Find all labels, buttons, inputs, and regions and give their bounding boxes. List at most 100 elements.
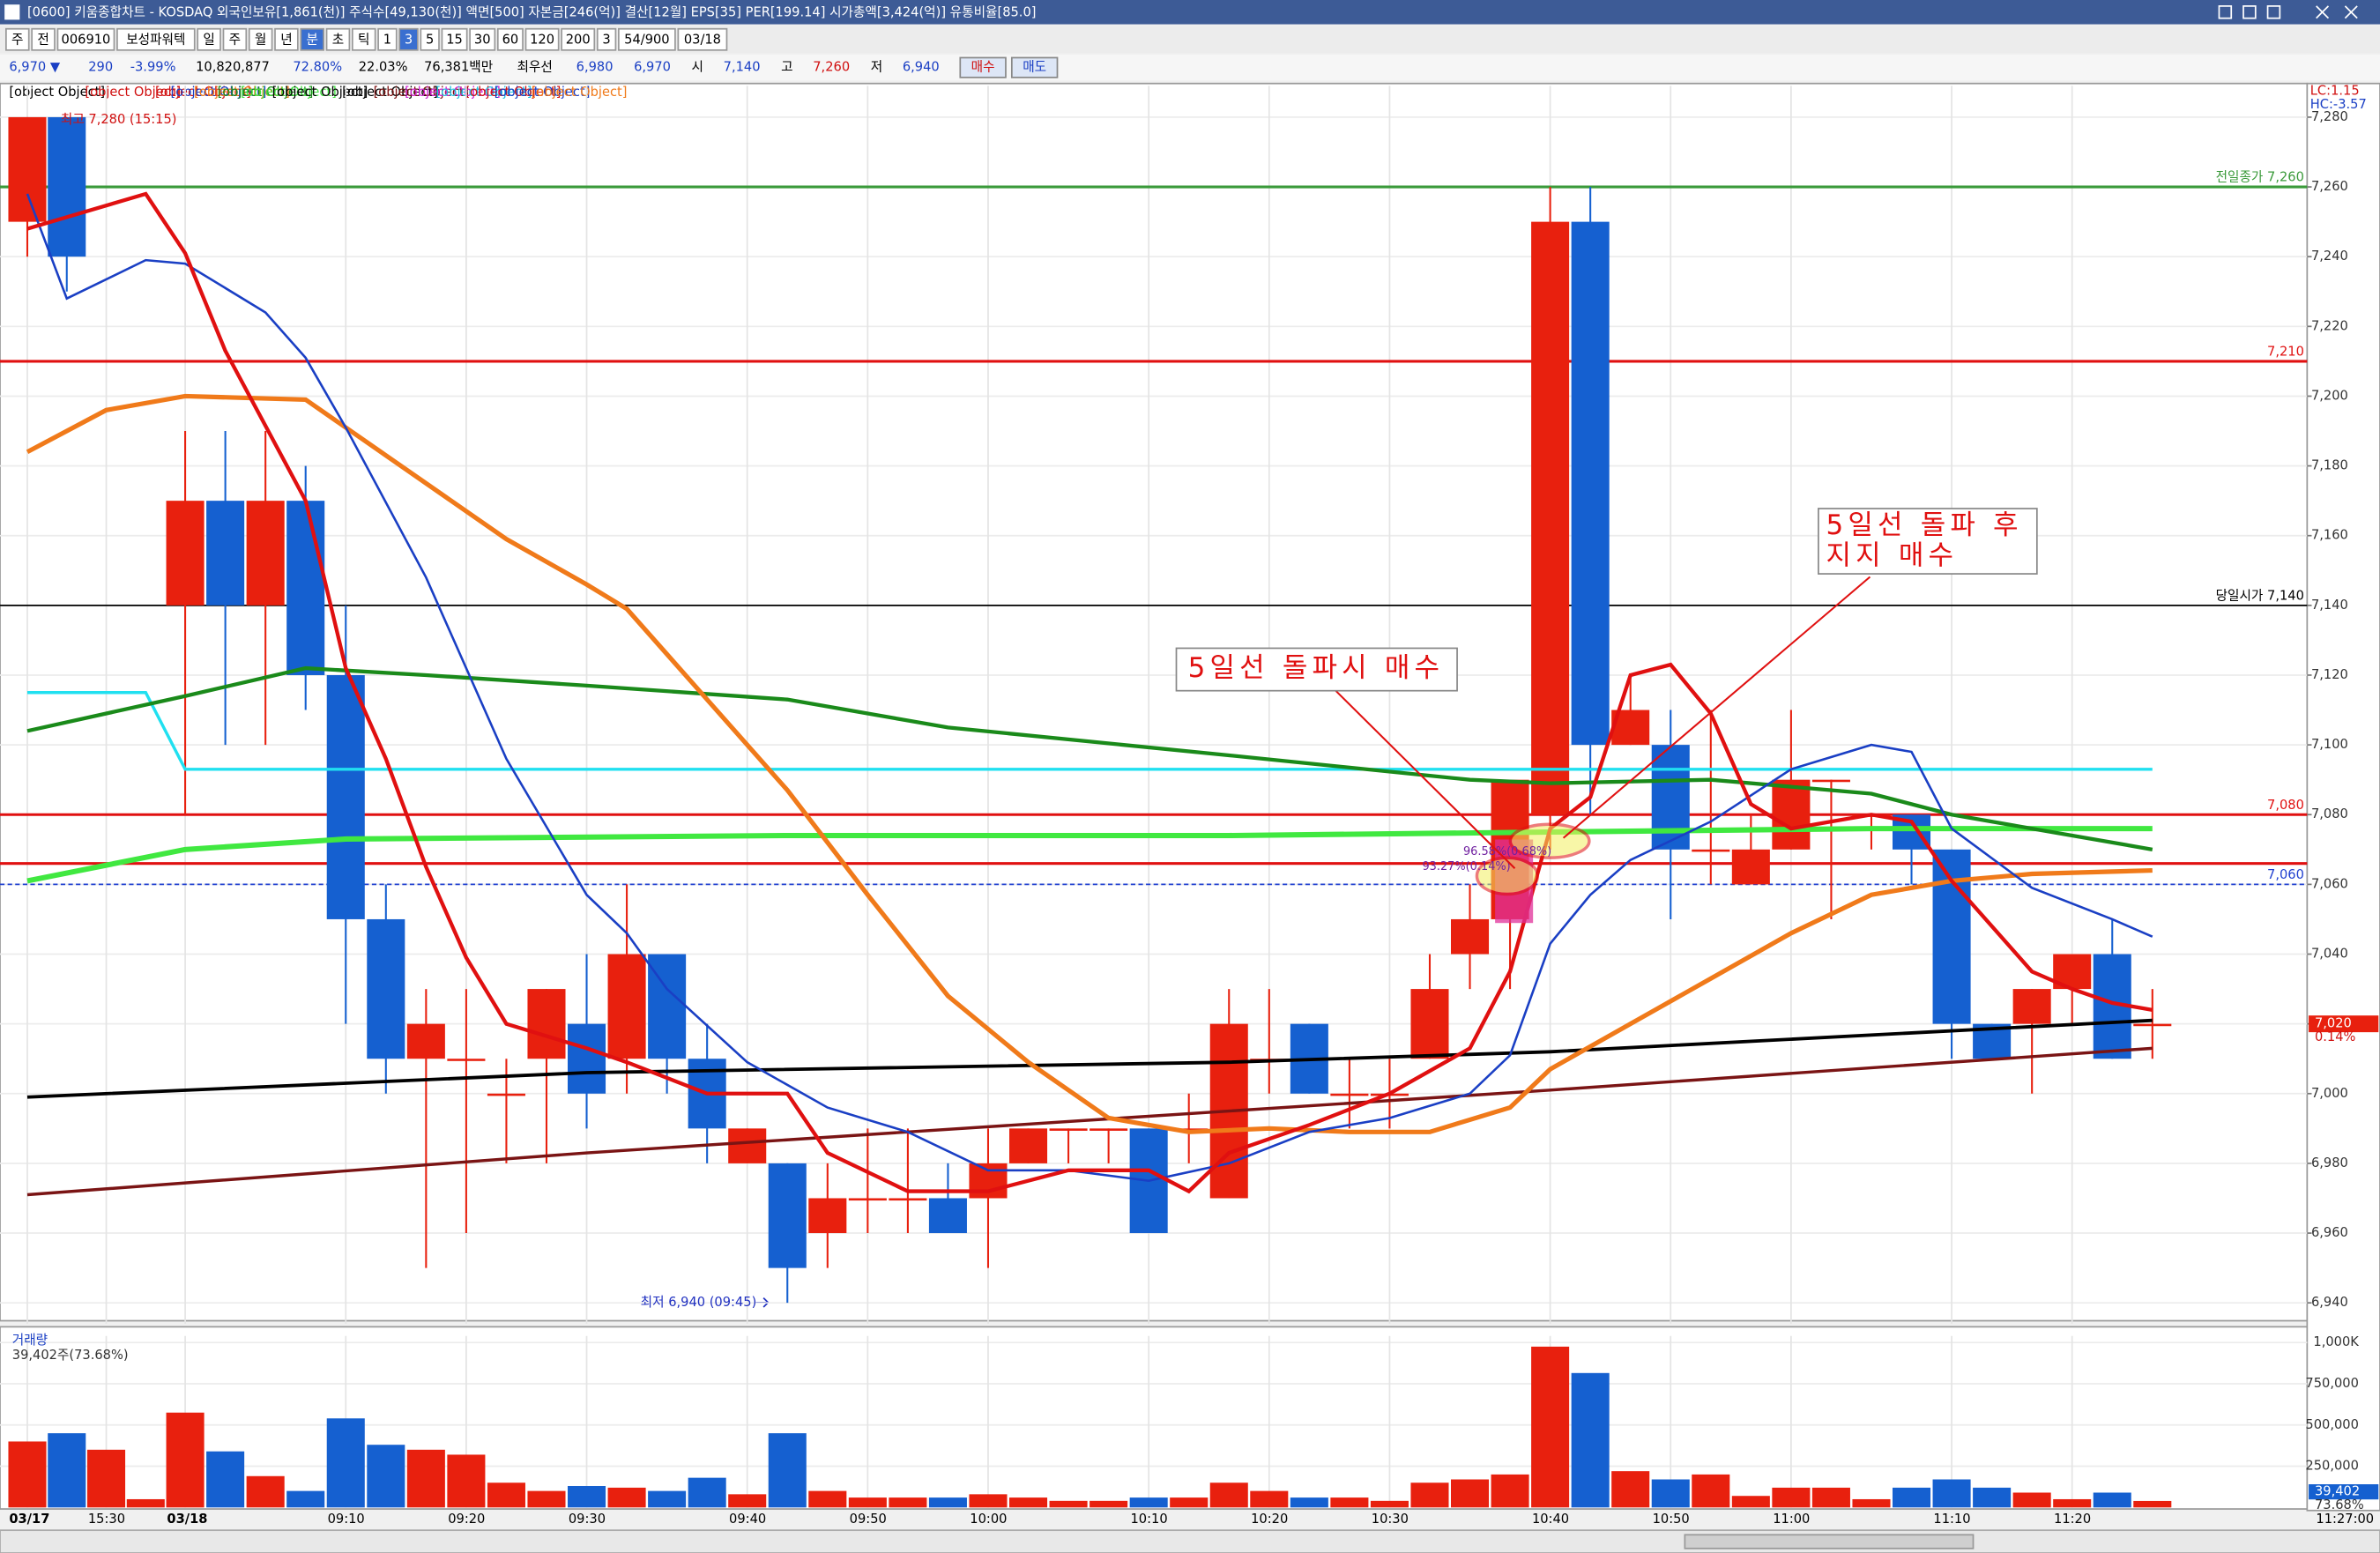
toolbar-button[interactable] [5,27,30,51]
volume-bar [1090,1500,1128,1508]
quote-row [0,55,2380,81]
window-controls[interactable] [2218,5,2358,19]
toolbar-button[interactable] [618,27,676,51]
toolbar-label[interactable]: 초 [332,33,344,48]
quote-value: 290 [88,60,113,75]
toolbar-button[interactable] [351,27,376,51]
volume-bar [2053,1498,2092,1508]
value-axis [2306,82,2380,1512]
toolbar-label[interactable]: 3 [602,33,610,48]
y-tick-label: 6,940 [2311,1295,2348,1310]
toolbar-label[interactable]: 3 [405,33,413,48]
toolbar-label[interactable]: 전 [37,33,48,48]
candle-body [728,1128,767,1163]
volume-bar [487,1482,525,1508]
toolbar-button[interactable] [677,27,728,51]
toolbar-label[interactable]: 54/900 [624,33,669,48]
toolbar-label[interactable]: 200 [566,33,591,48]
volume-bar [1209,1482,1248,1508]
legend-entry: [object Object] [171,85,267,100]
volume-bar [2133,1500,2172,1508]
scroll-thumb[interactable] [1684,1534,1975,1549]
annotation-box [1818,508,2038,575]
toolbar-label[interactable]: 틱 [358,33,369,48]
toolbar-button[interactable] [496,27,524,51]
volume-bar [768,1433,807,1508]
toolbar-button[interactable] [398,27,419,51]
toolbar-button[interactable] [596,27,617,51]
candle-body [8,116,47,222]
legend-entry: [object Object] [532,85,628,100]
volume-bar [1611,1471,1650,1508]
quote-value: 10,820,877 [196,60,270,75]
y2-tick-label: 750,000 [2305,1376,2358,1391]
volume-bar [1731,1496,1770,1508]
high-label: 최고 7,280 (15:15) [61,112,177,127]
candle-body [367,918,405,1059]
toolbar-label[interactable]: 5 [426,33,434,48]
y-tick-label: 6,980 [2311,1155,2348,1170]
legend-entry: [object Object] [405,85,501,100]
toolbar-button[interactable] [377,27,398,51]
x-tick-label: 10:00 [970,1512,1007,1527]
toolbar-button[interactable] [197,27,221,51]
toolbar-button[interactable] [274,27,299,51]
toolbar-label[interactable]: 분 [306,33,317,48]
toolbar-button[interactable] [420,27,440,51]
quote-value[interactable]: 매도 [1023,60,1046,75]
toolbar-label[interactable]: 006910 [62,33,111,48]
toolbar-button[interactable] [248,27,273,51]
toolbar-button[interactable] [469,27,496,51]
toolbar-label[interactable]: 주 [11,33,23,48]
volume-bar [1330,1497,1369,1508]
x-tick-label: 11:20 [2054,1512,2091,1527]
x-tick-label: 09:50 [850,1512,887,1527]
quote-value[interactable]: 매수 [971,60,995,75]
toolbar-label[interactable]: 120 [530,33,554,48]
toolbar-label[interactable]: 일 [203,33,214,48]
candle-body [1451,918,1490,955]
y-tick-label: 7,120 [2311,667,2348,682]
toolbar-label[interactable]: 주 [229,33,241,48]
x-tick-label: 10:20 [1251,1512,1288,1527]
toolbar-button[interactable] [561,27,596,51]
toolbar-button[interactable] [300,27,324,51]
quote-value: 6,940 [903,60,940,75]
toolbar-label[interactable]: 년 [280,33,292,48]
level-label: 7,060 [2267,867,2304,882]
level-label: 당일시가 7,140 [2216,589,2304,604]
toolbar-button[interactable] [56,27,115,51]
volume-bar [1170,1497,1209,1508]
toolbar-label[interactable]: 60 [502,33,519,48]
trade-button[interactable] [959,56,1007,78]
toolbar-button[interactable] [441,27,468,51]
toolbar-button[interactable] [116,27,196,51]
toolbar-button[interactable] [524,27,560,51]
candle-body [406,1023,445,1059]
toolbar-button[interactable] [325,27,351,51]
volume-bar [1451,1479,1490,1508]
toolbar-label[interactable]: 월 [255,33,266,48]
toolbar-label[interactable]: 03/18 [684,33,721,48]
x-tick-label: 10:10 [1131,1512,1168,1527]
x-tick-label: 03/18 [167,1512,207,1527]
volume-bar [928,1497,967,1508]
legend-entry: [object Object] [465,85,562,100]
y-tick-label: 7,000 [2311,1086,2348,1101]
volume-bar [688,1477,726,1508]
toolbar-button[interactable] [31,27,56,51]
volume-bar [1290,1497,1328,1508]
volume-bar [808,1490,847,1508]
quote-value: 76,381백만 [424,60,493,75]
scroll-bar[interactable] [0,1529,2380,1553]
moving-average [26,826,2153,884]
quote-value: 6,970 ▼ [9,60,61,75]
toolbar-label[interactable]: 보성파워텍 [126,33,185,48]
volume-bar [1571,1372,1610,1508]
trade-button[interactable] [1010,56,1059,78]
toolbar-label[interactable]: 15 [446,33,463,48]
toolbar-button[interactable] [222,27,248,51]
volume-bar [126,1498,165,1508]
toolbar-label[interactable]: 1 [383,33,391,48]
toolbar-label[interactable]: 30 [474,33,491,48]
